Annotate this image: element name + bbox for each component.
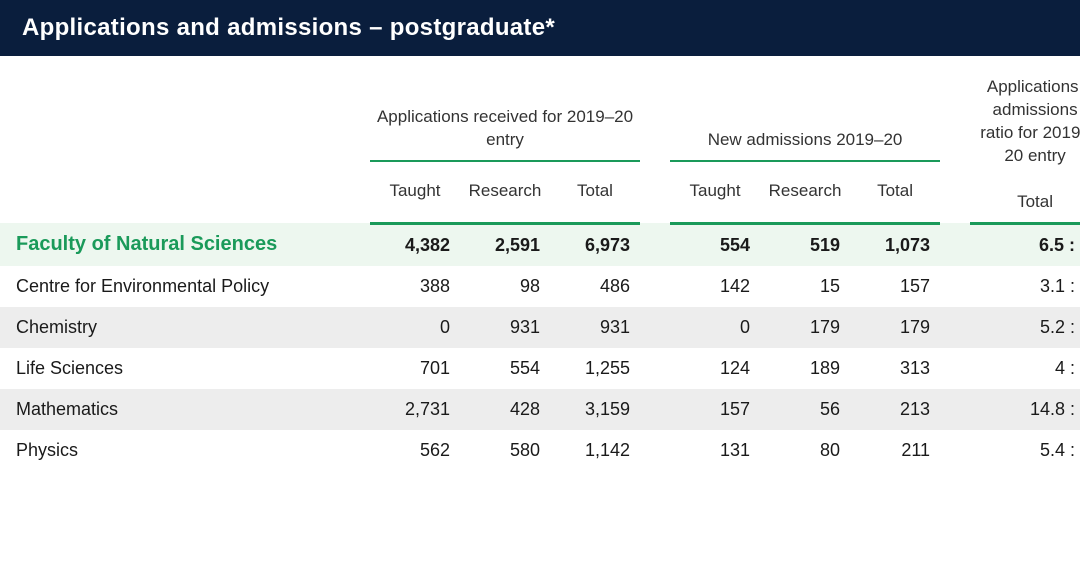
cell-adm-research: 80 (760, 430, 850, 471)
cell-adm-total: 213 (850, 389, 940, 430)
gap (940, 161, 970, 223)
cell-adm-taught: 142 (670, 266, 760, 307)
page-title: Applications and admissions – postgradua… (0, 0, 1080, 56)
cell-apps-research: 931 (460, 307, 550, 348)
cell-ratio: 6.5 : 1 (970, 223, 1080, 266)
cell-apps-taught: 562 (370, 430, 460, 471)
table-row: Centre for Environmental Policy38898486 1… (0, 266, 1080, 307)
group-header-apps-received: Applications received for 2019–20 entry (370, 56, 640, 161)
gap (940, 389, 970, 430)
cell-adm-research: 56 (760, 389, 850, 430)
row-label: Physics (0, 430, 370, 471)
cell-apps-research: 2,591 (460, 223, 550, 266)
cell-apps-taught: 388 (370, 266, 460, 307)
cell-adm-total: 157 (850, 266, 940, 307)
sub-header-apps-total: Total (550, 161, 640, 223)
cell-apps-total: 6,973 (550, 223, 640, 266)
gap (640, 307, 670, 348)
cell-apps-research: 98 (460, 266, 550, 307)
cell-adm-research: 15 (760, 266, 850, 307)
gap (640, 56, 670, 161)
table-body: Faculty of Natural Sciences4,3822,5916,9… (0, 223, 1080, 471)
table-row: Physics5625801,142 13180211 5.4 : 1 (0, 430, 1080, 471)
cell-adm-taught: 157 (670, 389, 760, 430)
cell-adm-taught: 124 (670, 348, 760, 389)
group-header-ratio-text: Applications: admissions ratio for 2019–… (980, 77, 1080, 165)
cell-apps-research: 554 (460, 348, 550, 389)
gap (640, 389, 670, 430)
cell-adm-taught: 0 (670, 307, 760, 348)
gap (940, 223, 970, 266)
gap (640, 223, 670, 266)
sub-header-adm-taught: Taught (670, 161, 760, 223)
sub-header-apps-taught: Taught (370, 161, 460, 223)
gap (940, 430, 970, 471)
cell-apps-total: 3,159 (550, 389, 640, 430)
group-header-row: Applications received for 2019–20 entry … (0, 56, 1080, 161)
sub-header-blank (0, 161, 370, 223)
gap (640, 430, 670, 471)
gap (640, 348, 670, 389)
cell-adm-research: 189 (760, 348, 850, 389)
cell-apps-research: 428 (460, 389, 550, 430)
row-label: Faculty of Natural Sciences (0, 223, 370, 266)
cell-adm-research: 179 (760, 307, 850, 348)
table-row: Life Sciences7015541,255 124189313 4 : 1 (0, 348, 1080, 389)
gap (640, 266, 670, 307)
sub-header-adm-total: Total (850, 161, 940, 223)
cell-ratio: 5.4 : 1 (970, 430, 1080, 471)
cell-apps-taught: 701 (370, 348, 460, 389)
group-header-blank (0, 56, 370, 161)
cell-apps-total: 1,255 (550, 348, 640, 389)
sub-header-apps-research: Research (460, 161, 550, 223)
cell-ratio: 3.1 : 1 (970, 266, 1080, 307)
table-row: Faculty of Natural Sciences4,3822,5916,9… (0, 223, 1080, 266)
cell-apps-taught: 0 (370, 307, 460, 348)
cell-apps-total: 931 (550, 307, 640, 348)
cell-adm-taught: 131 (670, 430, 760, 471)
cell-ratio: 5.2 : 1 (970, 307, 1080, 348)
gap (940, 307, 970, 348)
cell-ratio: 14.8 : 1 (970, 389, 1080, 430)
cell-adm-research: 519 (760, 223, 850, 266)
gap (940, 56, 970, 161)
cell-adm-total: 313 (850, 348, 940, 389)
row-label: Centre for Environmental Policy (0, 266, 370, 307)
row-label: Chemistry (0, 307, 370, 348)
cell-adm-taught: 554 (670, 223, 760, 266)
admissions-table-wrap: Applications received for 2019–20 entry … (0, 56, 1080, 471)
group-header-ratio: Applications: admissions ratio for 2019–… (970, 56, 1080, 223)
row-label: Life Sciences (0, 348, 370, 389)
cell-adm-total: 179 (850, 307, 940, 348)
admissions-table: Applications received for 2019–20 entry … (0, 56, 1080, 471)
group-header-new-admissions: New admissions 2019–20 (670, 56, 940, 161)
cell-apps-taught: 4,382 (370, 223, 460, 266)
cell-apps-research: 580 (460, 430, 550, 471)
cell-adm-total: 211 (850, 430, 940, 471)
cell-adm-total: 1,073 (850, 223, 940, 266)
row-label: Mathematics (0, 389, 370, 430)
cell-ratio: 4 : 1 (970, 348, 1080, 389)
sub-header-adm-research: Research (760, 161, 850, 223)
cell-apps-taught: 2,731 (370, 389, 460, 430)
table-row: Mathematics2,7314283,159 15756213 14.8 : 1 (0, 389, 1080, 430)
table-row: Chemistry093193101791795.2 : 1 (0, 307, 1080, 348)
gap (940, 266, 970, 307)
cell-apps-total: 486 (550, 266, 640, 307)
gap (940, 348, 970, 389)
cell-apps-total: 1,142 (550, 430, 640, 471)
sub-header-row: Taught Research Total Taught Research To… (0, 161, 1080, 223)
gap (640, 161, 670, 223)
sub-header-ratio-total: Total (1017, 192, 1053, 211)
